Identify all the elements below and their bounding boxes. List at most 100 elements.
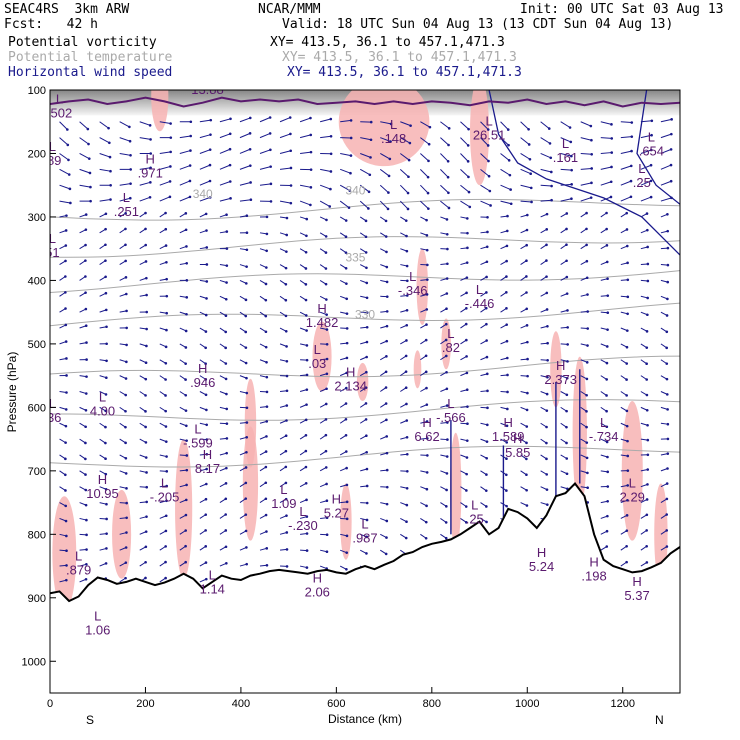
- terrain-fill: [50, 483, 680, 693]
- wind-vector-head: [265, 530, 268, 533]
- wind-vector: [640, 180, 652, 186]
- wind-vector-head: [184, 529, 187, 532]
- wind-vector-head: [365, 325, 369, 329]
- wind-vector-head: [64, 275, 67, 278]
- wind-vector-head: [590, 167, 593, 170]
- extremum-value: 5.37: [624, 588, 649, 603]
- wind-vector-head: [629, 195, 633, 199]
- wind-vector: [379, 200, 389, 210]
- extremum-value: .971: [138, 166, 163, 181]
- wind-vector-head: [324, 449, 328, 453]
- wind-vector-head: [124, 276, 128, 279]
- wind-vector-head: [645, 544, 648, 548]
- wind-vector-head: [265, 249, 268, 253]
- wind-vector-head: [148, 195, 152, 199]
- wind-vector-head: [625, 560, 628, 564]
- wind-vector-head: [385, 310, 389, 313]
- wind-vector-head: [244, 466, 248, 469]
- wind-vector-head: [405, 419, 409, 422]
- wind-vector-head: [345, 534, 349, 538]
- wind-vector-head: [525, 408, 529, 412]
- wind-vector: [319, 200, 330, 207]
- wind-vector-head: [585, 393, 588, 397]
- wind-vector-head: [328, 205, 332, 208]
- wind-vector-head: [545, 275, 548, 278]
- wind-vector-head: [164, 244, 168, 247]
- wind-vector-head: [425, 420, 429, 423]
- extremum-value: .82: [442, 340, 460, 355]
- wind-vector-head: [289, 166, 293, 170]
- wind-vector-head: [185, 312, 188, 316]
- wind-vector: [399, 184, 409, 194]
- wind-vector-head: [666, 467, 669, 470]
- wind-vector-head: [550, 184, 553, 188]
- wind-vector-head: [164, 211, 167, 215]
- wind-vector-head: [64, 441, 67, 444]
- wind-vector-head: [105, 325, 108, 329]
- wind-vector-head: [625, 244, 629, 248]
- wind-vector-head: [646, 279, 650, 283]
- wind-vector-head: [265, 405, 269, 408]
- extremum-value: .198: [581, 569, 606, 584]
- wind-vector: [660, 164, 672, 170]
- wind-vector-head: [108, 155, 112, 159]
- wind-vector-head: [245, 435, 249, 439]
- wind-vector: [79, 121, 89, 130]
- isentrope-line: [50, 302, 680, 327]
- wind-vector-head: [325, 387, 328, 391]
- wind-vector-head: [625, 409, 629, 413]
- wind-vector-head: [590, 181, 593, 185]
- wind-vector-head: [586, 327, 590, 330]
- wind-vector-head: [304, 418, 308, 422]
- wind-vector-head: [265, 547, 269, 550]
- wind-vector-head: [546, 503, 549, 506]
- wind-vector-head: [228, 132, 232, 136]
- wind-vector-head: [105, 547, 108, 550]
- wind-vector-head: [646, 468, 650, 471]
- wind-vector-head: [545, 228, 549, 231]
- wind-vector-head: [225, 264, 229, 267]
- wind-vector-head: [405, 520, 408, 524]
- pv-shading-patch: [175, 439, 193, 579]
- wind-vector-head: [364, 386, 368, 389]
- wind-vector-head: [269, 165, 272, 168]
- wind-vector-head: [124, 441, 127, 445]
- wind-vector-head: [245, 376, 248, 380]
- wind-vector-head: [566, 326, 569, 329]
- wind-vector-head: [145, 515, 148, 518]
- wind-vector-head: [486, 389, 489, 393]
- wind-vector-head: [248, 132, 252, 135]
- wind-vector-head: [205, 408, 208, 412]
- wind-vector-head: [665, 513, 669, 516]
- wind-vector-head: [568, 126, 572, 129]
- wind-vector-head: [324, 418, 328, 421]
- wind-vector: [259, 166, 271, 170]
- wind-vector-head: [349, 136, 353, 140]
- wind-vector: [299, 117, 311, 123]
- wind-vector-head: [626, 454, 630, 458]
- wind-vector: [199, 196, 211, 202]
- wind-vector-head: [249, 181, 252, 184]
- pv-shading-patch: [441, 318, 451, 370]
- wind-vector-head: [305, 217, 309, 221]
- wind-vector-head: [505, 339, 509, 343]
- wind-vector-head: [365, 370, 368, 374]
- wind-vector-head: [569, 140, 573, 144]
- wind-vector-head: [325, 328, 329, 331]
- header-model: SEAC4RS 3km ARW: [4, 2, 130, 17]
- legend-pv-name: Potential vorticity: [8, 35, 157, 50]
- wind-vector: [279, 150, 291, 154]
- x-end-label-left: S: [86, 713, 94, 727]
- wind-vector-head: [264, 481, 268, 485]
- wind-vector-head: [124, 472, 128, 475]
- wind-vector-head: [505, 244, 509, 248]
- wind-vector-head: [325, 372, 329, 376]
- extremum-value: -.205: [150, 489, 180, 504]
- wind-vector-head: [245, 231, 249, 235]
- wind-vector-head: [665, 377, 669, 381]
- extremum-value: -.566: [436, 410, 466, 425]
- wind-vector-head: [385, 324, 389, 328]
- wind-vector: [279, 117, 291, 123]
- wind-vector-head: [265, 232, 269, 236]
- wind-vector: [139, 137, 151, 140]
